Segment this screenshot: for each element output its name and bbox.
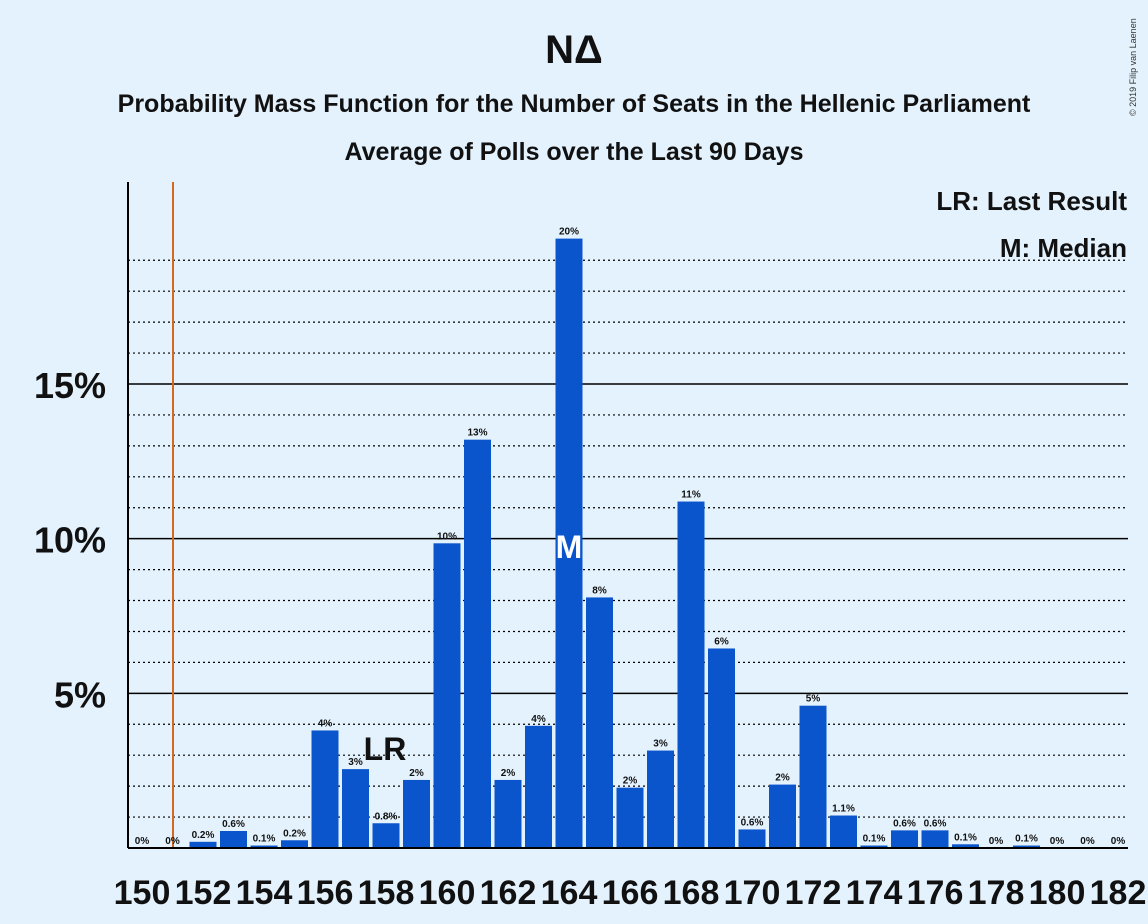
bar-172 (799, 705, 827, 848)
x-tick-label: 158 (358, 874, 415, 912)
y-tick-label: 15% (34, 365, 106, 406)
bar-179 (1013, 845, 1040, 848)
data-label-176: 0.6% (924, 818, 947, 829)
bar-175 (891, 830, 918, 848)
x-tick-label: 162 (480, 874, 537, 912)
bar-157 (342, 769, 369, 848)
last-result-marker: LR (364, 731, 407, 767)
data-label-180: 0% (1050, 836, 1065, 847)
data-label-179: 0.1% (1015, 834, 1038, 845)
median-marker: M (556, 529, 583, 565)
chart-subtitle: Probability Mass Function for the Number… (117, 90, 1031, 118)
bar-164 (555, 238, 583, 848)
bar-168 (677, 501, 705, 848)
x-tick-label: 150 (114, 874, 171, 912)
data-label-157: 3% (348, 757, 363, 768)
x-tick-label: 182 (1090, 874, 1147, 912)
data-label-151: 0% (165, 836, 180, 847)
bar-167 (647, 750, 674, 848)
bar-161 (464, 439, 491, 848)
bar-170 (738, 829, 766, 848)
legend-last-result: LR: Last Result (936, 186, 1127, 216)
bar-166 (616, 787, 644, 848)
data-label-168: 11% (681, 490, 701, 501)
bar-155 (281, 840, 308, 848)
bar-173 (830, 815, 857, 848)
data-label-159: 2% (409, 768, 424, 779)
legend-median: M: Median (1000, 233, 1127, 263)
data-label-178: 0% (989, 836, 1004, 847)
x-tick-label: 154 (236, 874, 293, 912)
x-tick-label: 168 (663, 874, 720, 912)
x-tick-label: 174 (846, 874, 903, 912)
data-label-156: 4% (318, 718, 333, 729)
chart-title: ΝΔ (545, 28, 603, 72)
data-label-165: 8% (592, 585, 607, 596)
bar-162 (494, 779, 522, 848)
data-label-181: 0% (1080, 836, 1095, 847)
bar-159 (403, 779, 430, 848)
bar-158 (372, 823, 400, 848)
data-label-174: 0.1% (863, 834, 886, 845)
data-label-163: 4% (531, 714, 546, 725)
bar-169 (708, 648, 735, 848)
data-label-175: 0.6% (893, 818, 916, 829)
data-label-171: 2% (775, 773, 790, 784)
data-label-154: 0.1% (253, 834, 276, 845)
x-tick-label: 166 (602, 874, 659, 912)
data-label-164: 20% (559, 227, 579, 238)
data-label-177: 0.1% (954, 832, 977, 843)
x-tick-label: 170 (724, 874, 781, 912)
data-label-155: 0.2% (283, 828, 306, 839)
bar-177 (952, 844, 979, 848)
data-label-158: 0.8% (375, 811, 398, 822)
data-label-162: 2% (501, 768, 516, 779)
data-label-161: 13% (467, 428, 487, 439)
data-label-169: 6% (714, 636, 729, 647)
bar-153 (220, 830, 247, 848)
data-label-160: 10% (437, 531, 457, 542)
data-label-152: 0.2% (192, 830, 215, 841)
bar-163 (525, 725, 552, 848)
x-tick-label: 172 (785, 874, 842, 912)
chart-subtitle-2: Average of Polls over the Last 90 Days (344, 138, 804, 166)
data-label-173: 1.1% (832, 804, 855, 815)
y-tick-label: 10% (34, 520, 106, 561)
data-label-182: 0% (1111, 836, 1126, 847)
x-tick-label: 176 (907, 874, 964, 912)
x-tick-label: 178 (968, 874, 1025, 912)
data-label-153: 0.6% (222, 819, 245, 830)
y-tick-label: 5% (54, 674, 106, 715)
bar-165 (586, 597, 613, 848)
bar-152 (189, 841, 217, 848)
data-label-150: 0% (135, 836, 150, 847)
x-tick-label: 180 (1029, 874, 1086, 912)
x-tick-label: 164 (541, 874, 598, 912)
x-tick-label: 152 (175, 874, 232, 912)
data-label-172: 5% (806, 694, 821, 705)
data-label-170: 0.6% (741, 817, 764, 828)
bar-154 (250, 845, 278, 848)
bar-156 (311, 730, 339, 848)
bar-160 (433, 543, 461, 848)
bar-176 (921, 830, 949, 848)
x-tick-label: 160 (419, 874, 476, 912)
data-label-166: 2% (623, 776, 638, 787)
bar-171 (769, 784, 796, 848)
data-label-167: 3% (653, 739, 668, 750)
x-tick-label: 156 (297, 874, 354, 912)
bar-174 (860, 845, 888, 848)
